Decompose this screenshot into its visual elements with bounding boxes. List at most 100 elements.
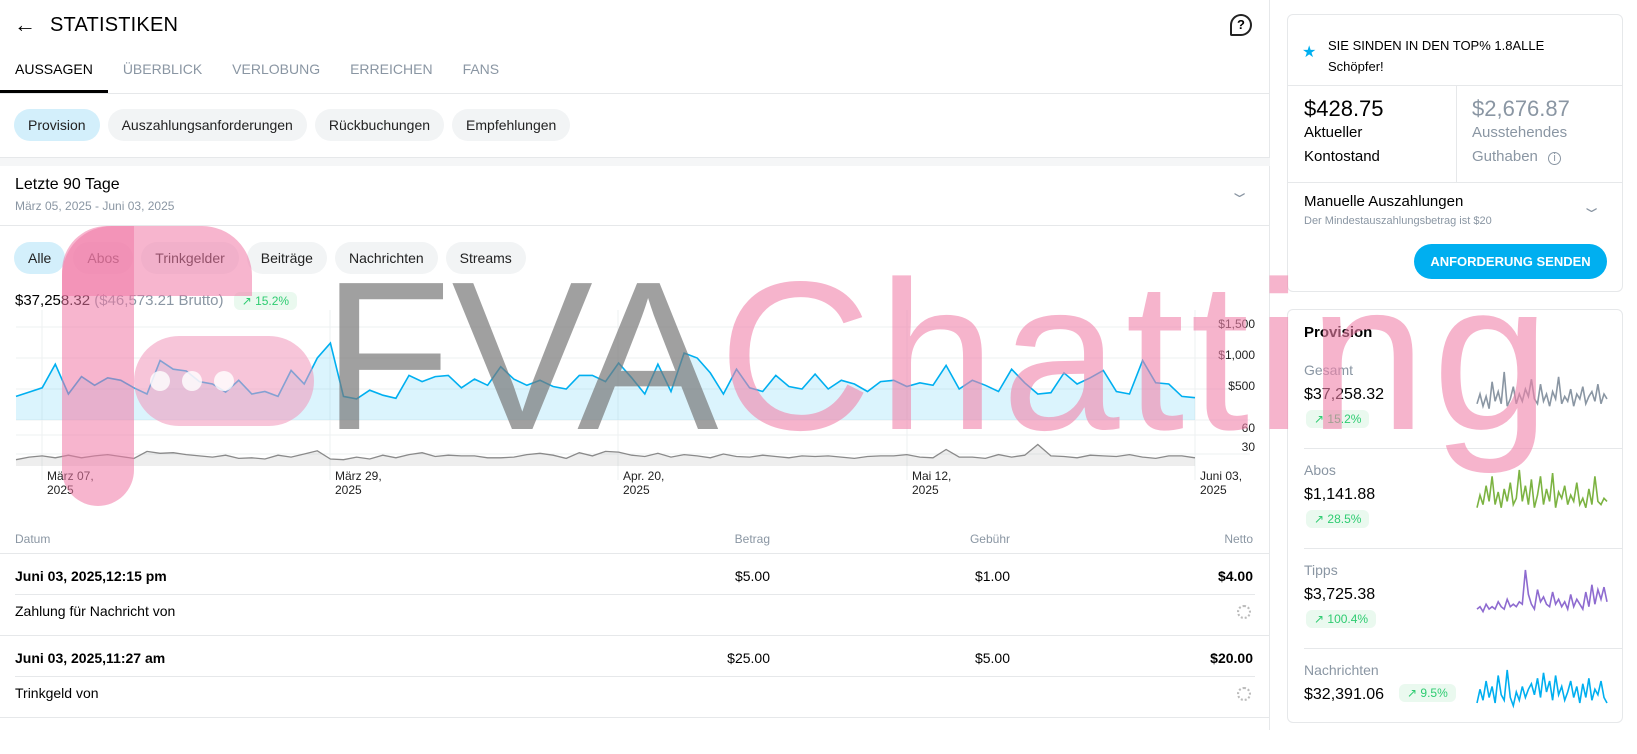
send-request-button[interactable]: ANFORDERUNG SENDEN [1414, 244, 1607, 279]
change-value: 15.2% [1327, 412, 1362, 426]
divider [1288, 85, 1622, 86]
x-tick-label: Juni 03, 2025 [1200, 469, 1242, 497]
page-title: STATISTIKEN [50, 14, 179, 36]
provision-card: Provision Gesamt $37,258.32 ↗ 15.2% Abos $1,… [1287, 309, 1623, 723]
x-tick-label: Apr. 20, 2025 [623, 469, 664, 497]
filter-beitraege[interactable]: Beiträge [246, 242, 327, 274]
provision-title: Provision [1304, 324, 1373, 341]
chevron-down-icon[interactable]: › [1225, 192, 1254, 198]
x-tick-date: März 07, [47, 469, 94, 483]
provision-item-value: $37,258.32 [1304, 386, 1385, 403]
sparkline-line [1476, 669, 1608, 709]
chip-rueckbuchungen[interactable]: Rückbuchungen [314, 109, 445, 141]
filter-streams[interactable]: Streams [445, 242, 526, 274]
change-badge: ↗ 15.2% [1306, 410, 1370, 428]
loading-spinner-icon [1237, 605, 1251, 619]
divider [1456, 85, 1457, 182]
x-tick-year: 2025 [623, 483, 650, 497]
change-badge: ↗ 28.5% [1306, 510, 1370, 528]
change-badge: ↗ 15.2% [233, 292, 298, 310]
divider [1288, 182, 1622, 183]
row-fee: $1.00 [974, 568, 1010, 584]
range-dates: März 05, 2025 - Juni 03, 2025 [15, 199, 175, 213]
tab-ueberblick[interactable]: ÜBERBLICK [122, 61, 203, 77]
filter-alle[interactable]: Alle [14, 242, 66, 274]
change-value: 100.4% [1327, 612, 1369, 626]
y-tick-label: 60 [1241, 421, 1255, 435]
row-date: Juni 03, 2025,12:15 pm [15, 568, 167, 584]
tab-bar: AUSSAGEN ÜBERBLICK VERLOBUNG ERREICHEN F… [0, 58, 514, 93]
filter-nachrichten[interactable]: Nachrichten [334, 242, 438, 274]
x-tick-year: 2025 [335, 483, 362, 497]
row-fee: $5.00 [974, 650, 1010, 666]
x-tick-year: 2025 [47, 483, 74, 497]
tab-aussagen[interactable]: AUSSAGEN [0, 58, 108, 93]
change-badge: ↗ 9.5% [1399, 684, 1456, 702]
pending-balance: $2,676.87 Ausstehendes Guthaben i [1472, 97, 1570, 169]
sparkline-line [1476, 569, 1608, 614]
provision-item-label: Gesamt [1304, 362, 1354, 378]
provision-item-value: $32,391.06 [1304, 686, 1385, 703]
x-tick-label: Mai 12, 2025 [912, 469, 951, 497]
row-net: $20.00 [1210, 650, 1253, 666]
tab-erreichen[interactable]: ERREICHEN [350, 61, 433, 77]
y-tick-label: $1,000 [1218, 348, 1255, 362]
question-icon[interactable]: ? [1230, 14, 1252, 36]
range-title[interactable]: Letzte 90 Tage [15, 176, 120, 193]
col-netto: Netto [1224, 532, 1253, 546]
x-tick-date: März 29, [335, 469, 382, 483]
chevron-down-icon[interactable]: › [1577, 207, 1606, 213]
payout-subtitle: Der Mindestauszahlungsbetrag ist $20 [1304, 215, 1492, 227]
sub-tab-chips: Provision Auszahlungsanforderungen Rückb… [14, 109, 571, 141]
y-tick-label: $500 [1228, 379, 1255, 393]
gross-total: ($46,573.21 Brutto) [94, 292, 224, 309]
chip-provision[interactable]: Provision [14, 109, 100, 141]
provision-item[interactable]: Gesamt $37,258.32 ↗ 15.2% [1288, 354, 1622, 454]
col-betrag: Betrag [734, 532, 770, 546]
divider [15, 594, 1255, 595]
payout-title[interactable]: Manuelle Auszahlungen [1304, 193, 1464, 210]
filter-trinkgelder[interactable]: Trinkgelder [141, 242, 239, 274]
row-amount: $25.00 [727, 650, 770, 666]
change-badge: ↗ 100.4% [1306, 610, 1377, 628]
filter-abos[interactable]: Abos [73, 242, 134, 274]
trend-up-icon: ↗ [1314, 612, 1328, 626]
trend-up-icon: ↗ [1314, 412, 1328, 426]
x-tick-label: März 29, 2025 [335, 469, 382, 497]
provision-item[interactable]: Tipps $3,725.38 ↗ 100.4% [1288, 548, 1622, 654]
x-tick-date: Juni 03, [1200, 469, 1243, 483]
divider [0, 635, 1270, 636]
chip-empfehlungen[interactable]: Empfehlungen [452, 109, 571, 141]
section-separator [0, 157, 1270, 166]
info-icon[interactable]: i [1548, 152, 1562, 165]
table-row[interactable]: Juni 03, 2025,12:15 pm $5.00 $1.00 $4.00… [0, 553, 1270, 635]
ranking-text: SIE SINDEN IN DEN TOP% 1.8ALLE Schöpfer! [1328, 35, 1544, 77]
arrow-left-icon[interactable]: ← [14, 12, 36, 37]
x-tick-year: 2025 [1200, 483, 1227, 497]
x-tick-label: März 07, 2025 [47, 469, 94, 497]
table-row[interactable]: Juni 03, 2025,11:27 am $25.00 $5.00 $20.… [0, 635, 1270, 717]
row-net: $4.00 [1217, 568, 1253, 584]
summary-total: $37,258.32 ($46,573.21 Brutto) ↗ 15.2% [15, 292, 298, 310]
col-datum: Datum [15, 532, 51, 546]
main-panel: ← STATISTIKEN ? AUSSAGEN ÜBERBLICK VERLO… [0, 0, 1270, 730]
tab-fans[interactable]: FANS [462, 61, 500, 77]
row-amount: $5.00 [734, 568, 770, 584]
row-date: Juni 03, 2025,11:27 am [15, 650, 166, 666]
count-series-line [15, 443, 1196, 461]
sparkline [1476, 371, 1608, 410]
divider [0, 225, 1270, 226]
provision-item[interactable]: Abos $1,141.88 ↗ 28.5% [1288, 448, 1622, 554]
change-value: 15.2% [255, 294, 290, 308]
provision-item-label: Tipps [1304, 562, 1338, 578]
divider [0, 93, 1270, 94]
trend-up-icon: ↗ [241, 294, 256, 308]
chip-auszahlungsanforderungen[interactable]: Auszahlungsanforderungen [107, 109, 307, 141]
net-total: $37,258.32 [15, 292, 91, 309]
sparkline [1476, 469, 1608, 508]
tab-verlobung[interactable]: VERLOBUNG [232, 61, 321, 77]
x-tick-date: Mai 12, [912, 469, 952, 483]
pending-balance-value: $2,676.87 [1472, 96, 1570, 121]
ranking-line2: Schöpfer! [1328, 59, 1384, 74]
provision-item[interactable]: Nachrichten $32,391.06 ↗ 9.5% [1288, 648, 1622, 754]
